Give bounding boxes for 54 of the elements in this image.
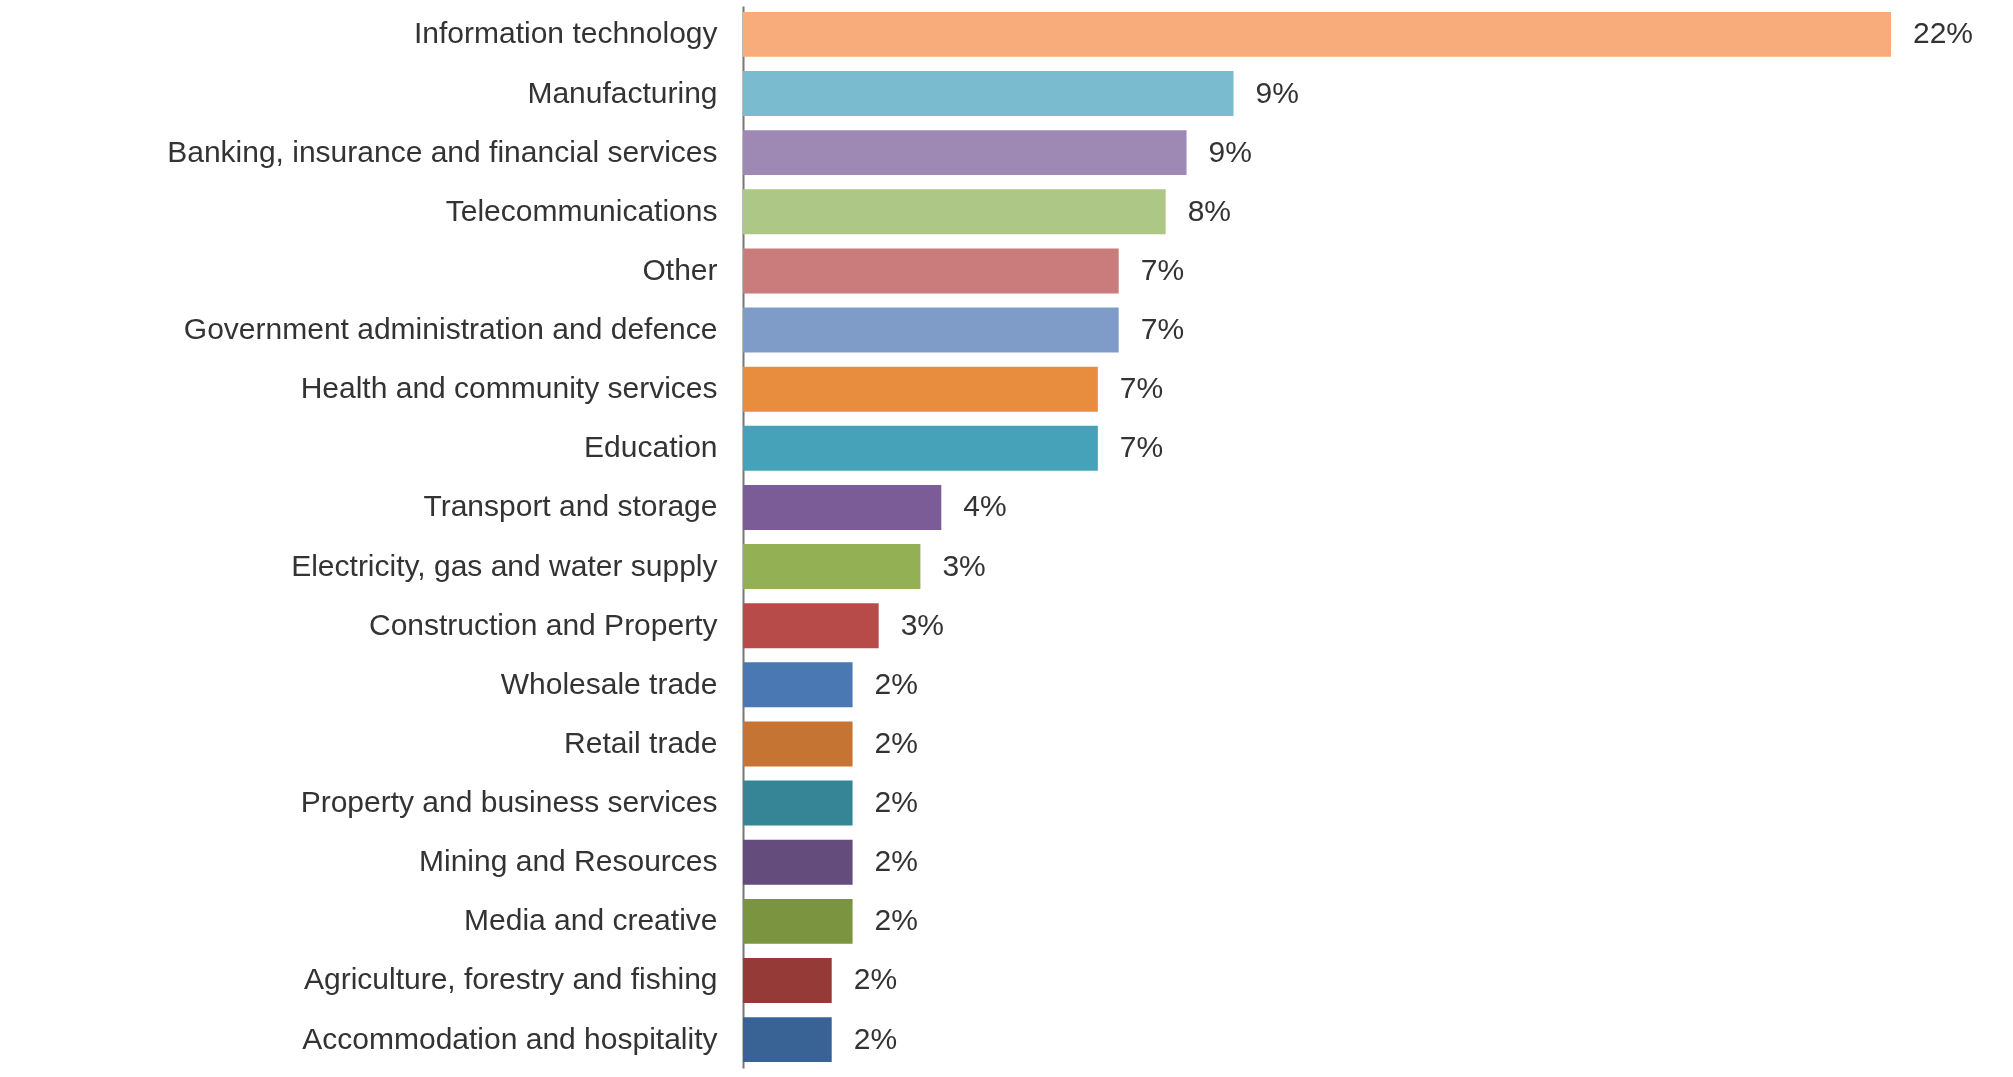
data-label: 2% [874,844,918,878]
data-label: 3% [900,607,945,641]
bar [743,898,853,944]
y-tick-label: Telecommunications [445,193,718,227]
data-label: 2% [853,1021,898,1055]
y-tick-label: Construction and Property [368,607,718,641]
data-label: 2% [874,725,918,759]
y-tick-label: Media and creative [464,903,718,937]
bar [743,1017,832,1063]
bar [743,839,853,885]
bar [743,11,1891,57]
y-tick-label: Property and business services [300,785,718,819]
bar [743,603,879,649]
data-label: 7% [1119,430,1164,464]
data-label: 9% [1208,134,1252,168]
data-label: 2% [853,962,898,996]
y-tick-label: Manufacturing [527,75,718,109]
y-tick-label: Wholesale trade [500,666,718,700]
bar [743,248,1119,294]
y-tick-label: Accommodation and hospitality [302,1021,718,1055]
data-label: 7% [1140,312,1185,346]
data-label: 8% [1187,193,1232,227]
data-label: 7% [1140,252,1185,286]
bar [743,958,832,1003]
data-label: 2% [874,903,918,937]
data-label: 9% [1255,75,1299,109]
bar [743,484,942,530]
y-tick-label: Retail trade [564,725,718,759]
y-tick-label: Education [584,430,718,464]
bar [743,721,853,767]
data-label: 3% [942,548,986,582]
y-tick-label: Mining and Resources [419,844,718,878]
data-label: 2% [874,785,918,819]
y-tick-label: Transport and storage [423,489,718,523]
y-tick-label: Electricity, gas and water supply [291,548,718,582]
bar [743,189,1166,235]
y-tick-label: Banking, insurance and financial services [167,134,718,168]
bar [743,71,1234,116]
bar [743,544,921,590]
y-tick-label: Government administration and defence [183,312,718,346]
y-tick-label: Agriculture, forestry and fishing [303,962,718,996]
bar [743,307,1119,353]
y-tick-label: Health and community services [300,371,718,405]
bar [743,366,1098,412]
data-label: 2% [874,666,918,700]
data-label: 22% [1913,16,1974,50]
bar [743,425,1098,471]
bar [743,662,853,708]
bar [743,130,1187,176]
y-tick-label: Information technology [413,16,718,50]
bar [743,780,853,826]
data-label: 7% [1119,371,1164,405]
y-tick-label: Other [642,252,718,286]
data-label: 4% [963,489,1007,523]
